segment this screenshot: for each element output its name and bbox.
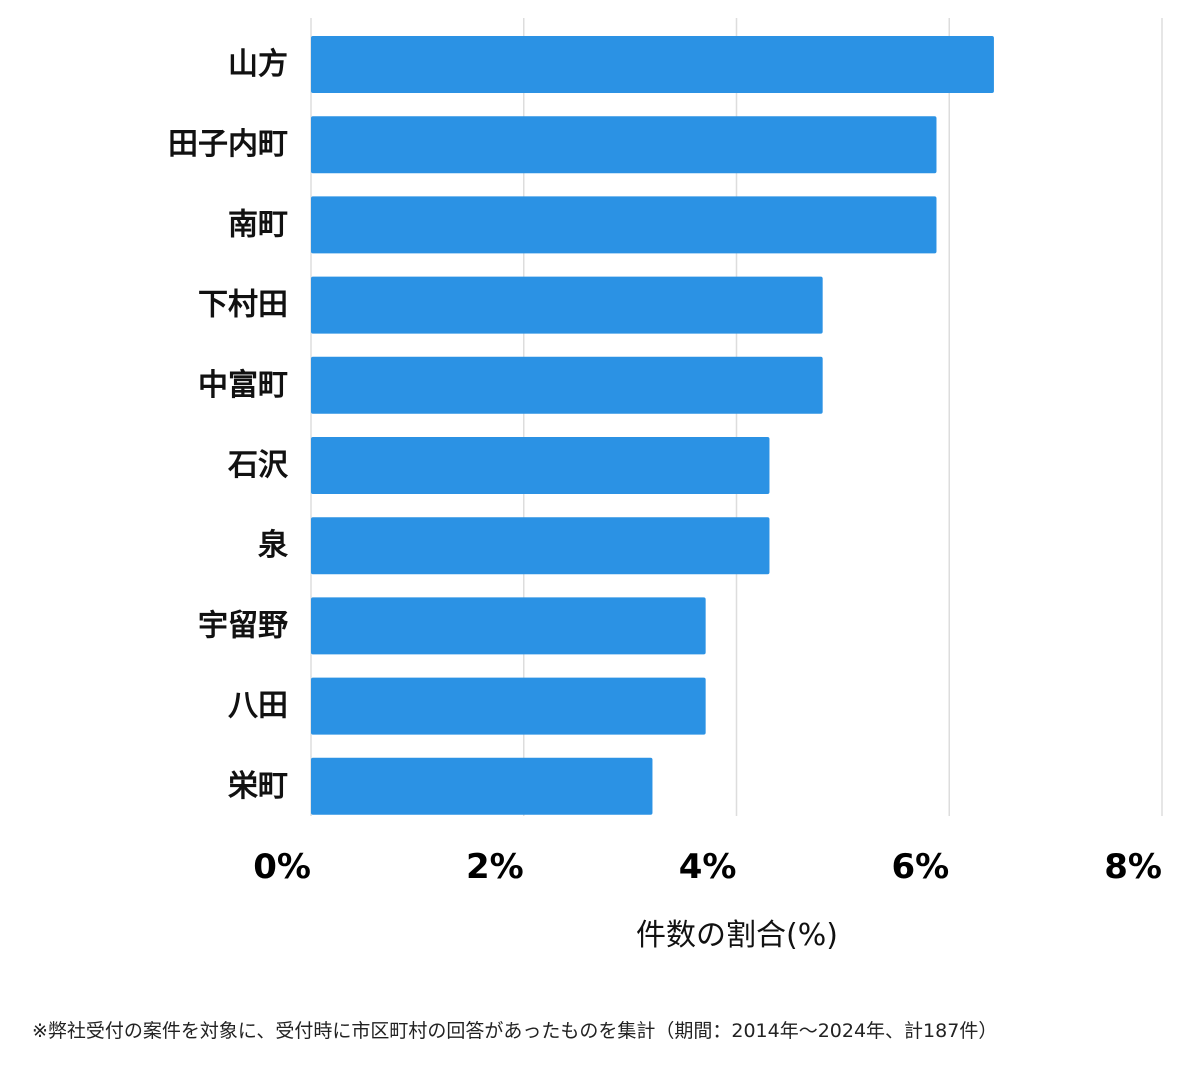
- bar-2: [311, 196, 937, 254]
- bar-4: [311, 356, 823, 414]
- category-label-1: 田子内町: [168, 127, 288, 162]
- bar-6: [311, 517, 770, 575]
- x-tick-label-2: 4%: [679, 847, 737, 887]
- category-label-4: 中富町: [198, 368, 288, 403]
- bar-3: [311, 276, 823, 334]
- x-tick-label-3: 6%: [892, 847, 950, 887]
- bar-1: [311, 116, 937, 174]
- x-tick-label-0: 0%: [253, 847, 311, 887]
- bar-5: [311, 437, 770, 494]
- category-label-5: 石沢: [227, 448, 289, 483]
- category-label-2: 南町: [228, 207, 288, 242]
- category-label-8: 八田: [228, 689, 288, 724]
- category-label-9: 栄町: [228, 769, 288, 804]
- footnote: ※弊社受付の案件を対象に、受付時に市区町村の回答があったものを集計（期間：201…: [32, 1020, 998, 1042]
- bar-7: [311, 597, 706, 655]
- category-label-7: 宇留野: [198, 608, 288, 643]
- bar-9: [311, 757, 653, 815]
- category-label-0: 山方: [228, 47, 288, 82]
- category-label-6: 泉: [258, 528, 288, 563]
- x-tick-labels: 0% 2% 4% 6% 8%: [253, 847, 1162, 887]
- x-tick-label-4: 8%: [1104, 847, 1162, 887]
- bar-0: [311, 36, 994, 93]
- x-tick-label-1: 2%: [466, 847, 524, 887]
- bars: [311, 36, 994, 815]
- bar-8: [311, 677, 706, 735]
- x-axis-title: 件数の割合(%): [636, 918, 838, 953]
- category-label-3: 下村田: [198, 288, 288, 323]
